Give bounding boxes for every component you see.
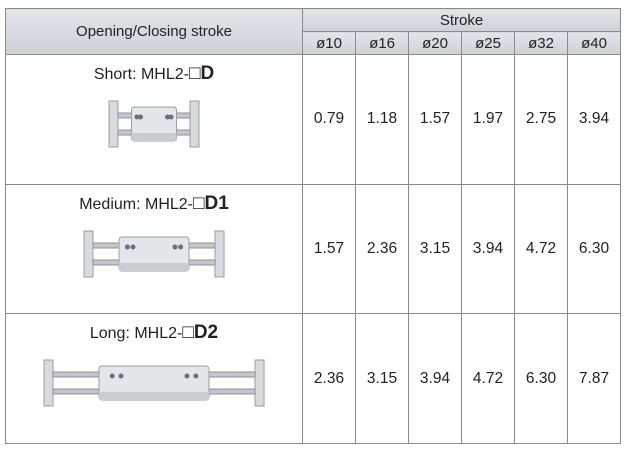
stroke-value: 1.97 [461,54,515,185]
stroke-value: 1.57 [302,183,356,315]
table-row: Short: MHL2-□D 0.79 1.18 1.57 1.97 2.75 3.94 [5,54,622,185]
column-header: ø32 [514,31,568,55]
row-label: Medium: MHL2-□D1 [6,193,302,217]
image-part [109,373,115,379]
stroke-value: 2.36 [355,183,409,315]
first-header: Opening/Closing stroke [5,8,303,55]
image-part [99,392,209,401]
image-part [178,244,184,250]
image-part [189,100,200,148]
image-part [172,244,178,250]
model-code: □D2 [182,322,219,344]
label-text: Short: MHL2- [93,66,189,83]
stroke-table: Opening/Closing stroke Stroke ø10 ø16 ø20 ø… [5,8,622,444]
image-part [119,262,189,271]
stroke-value: 4.72 [461,313,515,444]
image-part [43,359,54,407]
stroke-value: 1.57 [408,54,462,185]
stroke-value: 3.94 [408,313,462,444]
group-header: Stroke [301,8,622,32]
image-part [83,230,94,278]
image-part [214,230,225,278]
gripper-image [43,359,265,407]
stroke-value: 6.30 [566,183,622,315]
image-part [138,114,143,120]
table-row: Long: MHL2-□D2 2.36 3.15 3.94 4.72 6.30 7.87 [5,313,622,444]
stroke-value: 7.87 [566,313,622,444]
label-text: Long: MHL2- [89,325,183,343]
image-part [118,373,124,379]
image-part [168,114,174,120]
stroke-value: 3.94 [461,183,515,315]
column-header: ø40 [566,31,622,55]
row-label-cell: Short: MHL2-□D [5,54,303,185]
gripper-image [83,230,225,278]
gripper-image [108,100,200,148]
image-part [254,359,265,407]
stroke-value: 4.72 [514,183,568,315]
stroke-value: 6.30 [514,313,568,444]
row-label: Long: MHL2-□D2 [6,322,302,346]
table-header: Opening/Closing stroke Stroke ø10 ø16 ø20 ø… [5,8,622,55]
stroke-value: 2.36 [302,313,356,444]
column-header: ø16 [355,31,409,55]
column-header: ø25 [461,31,515,55]
stroke-value: 0.79 [302,54,356,185]
image-part [134,114,140,120]
image-part [184,373,190,379]
image-part [165,114,170,120]
image-part [124,244,130,250]
stroke-value: 1.18 [355,54,409,185]
column-header: ø10 [302,31,356,55]
column-header-row: ø10 ø16 ø20 ø25 ø32 ø40 [6,31,622,55]
stroke-value: 3.94 [566,54,622,185]
row-label-cell: Long: MHL2-□D2 [5,313,303,444]
stroke-value: 3.15 [355,313,409,444]
row-label-cell: Medium: MHL2-□D1 [5,183,303,315]
table-body: Short: MHL2-□D 0.79 1.18 1.57 1.97 2.75 3.94 Me… [5,54,622,444]
label-text: Medium: MHL2- [79,195,194,213]
model-code: □D [188,63,215,84]
table-row: Medium: MHL2-□D1 1.57 2.36 3.15 3.94 4.72 6.30 [5,183,622,315]
image-part [193,373,199,379]
model-code: □D1 [193,192,229,214]
stroke-value: 2.75 [514,54,568,185]
stroke-value: 3.15 [408,183,462,315]
image-part [108,100,119,148]
image-part [131,133,177,141]
row-label: Short: MHL2-□D [6,63,302,87]
column-header: ø20 [408,31,462,55]
image-part [130,244,136,250]
